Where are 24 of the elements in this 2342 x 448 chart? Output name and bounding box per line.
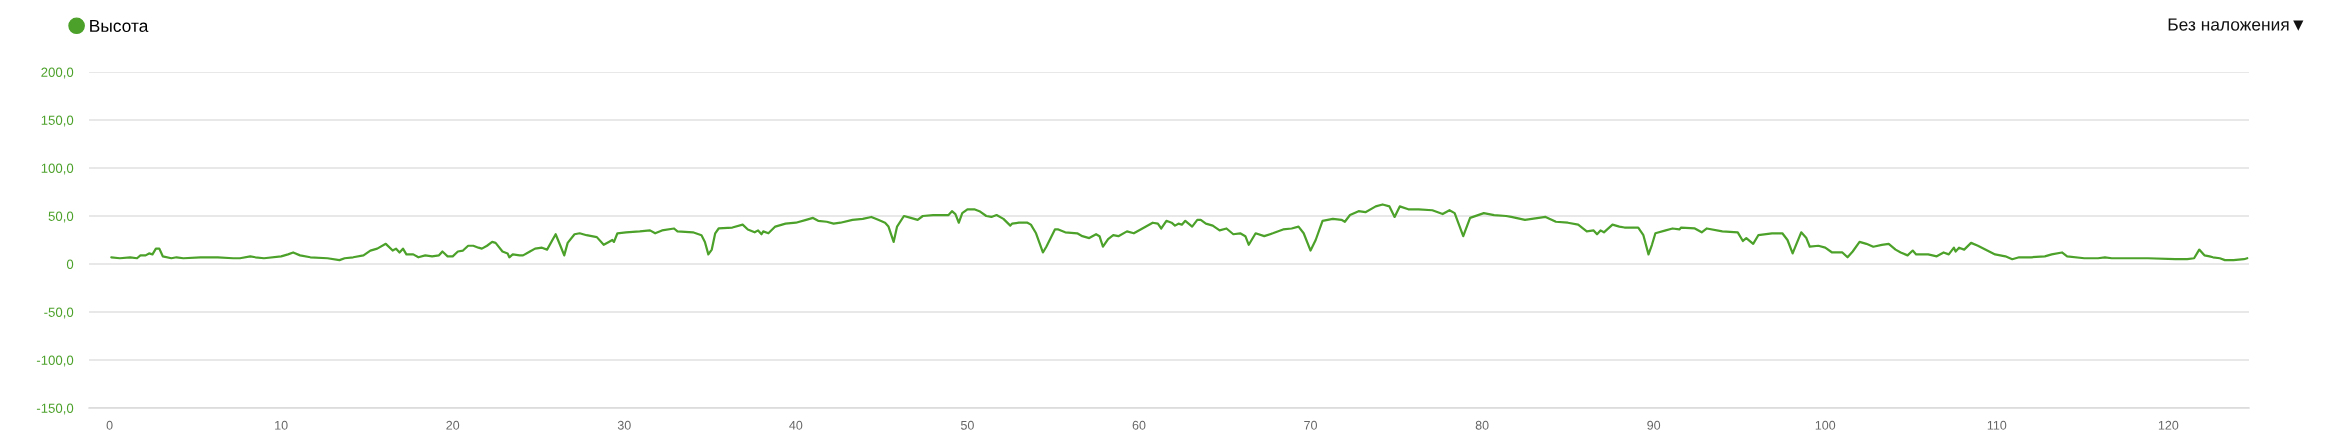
x-tick-label: 110 [1987, 420, 2007, 430]
x-tick-label: 80 [1475, 420, 1489, 430]
x-tick-label: 40 [789, 420, 803, 430]
y-tick-label: -100,0 [36, 355, 74, 367]
x-tick-label: 60 [1132, 420, 1146, 430]
x-tick-label: 100 [1815, 420, 1836, 430]
y-tick-label: 100,0 [41, 163, 74, 175]
y-tick-label: 200,0 [41, 67, 74, 79]
y-tick-label: 150,0 [41, 115, 74, 127]
x-tick-label: 30 [617, 420, 631, 430]
x-tick-label: 120 [2158, 420, 2179, 430]
x-tick-label: 50 [960, 420, 974, 430]
x-tick-label: 70 [1304, 420, 1317, 430]
x-tick-label: 0 [106, 420, 113, 430]
y-tick-label: -150,0 [36, 403, 74, 415]
legend-label: Высота [90, 19, 149, 33]
y-tick-label: -50,0 [44, 307, 74, 319]
text: Без наложения▼ [2168, 18, 2304, 31]
x-tick-label: 20 [446, 420, 460, 430]
x-tick-label: 10 [275, 420, 288, 430]
x-tick-label: 90 [1647, 420, 1661, 430]
line-series [110, 203, 2249, 262]
y-tick-label: 0 [66, 259, 74, 269]
y-tick-label: 50,0 [48, 211, 74, 223]
